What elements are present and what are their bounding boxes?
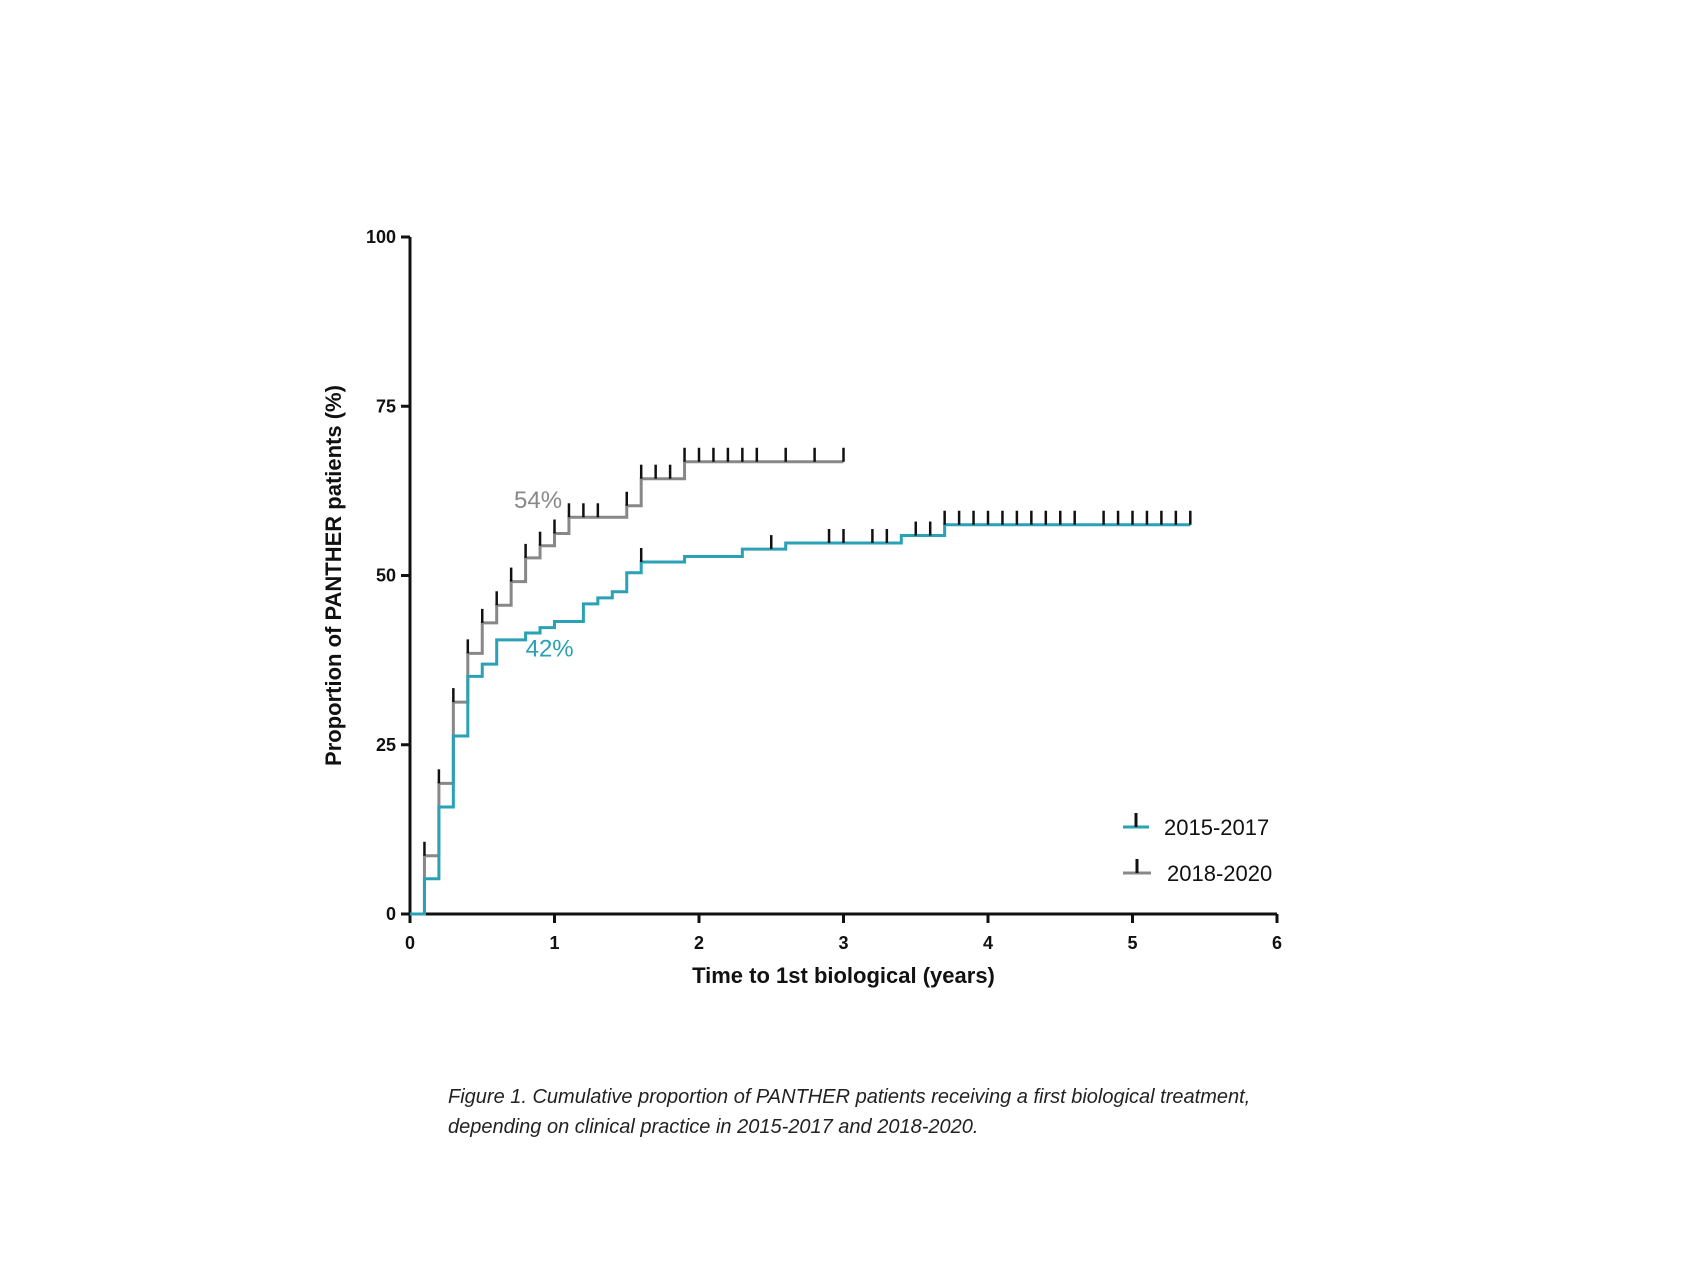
legend-item-2018-2020: 2018-2020: [1123, 859, 1272, 886]
ticks: 0 1 2 3 4 5 6 0 25 50 75 100: [366, 227, 1282, 953]
x-tick-label: 5: [1127, 933, 1137, 953]
x-tick-label: 6: [1272, 933, 1282, 953]
axes: [408, 237, 1277, 916]
series-layer: [410, 447, 1192, 916]
x-tick-label: 1: [549, 933, 559, 953]
annotation-label: 54%: [514, 487, 562, 514]
annotation-label: 42%: [526, 636, 574, 663]
x-tick-label: 2: [694, 933, 704, 953]
legend: 2015-2017 2018-2020: [1123, 813, 1272, 886]
legend-label-2018-2020: 2018-2020: [1167, 861, 1272, 886]
figure-caption: Figure 1. Cumulative proportion of PANTH…: [448, 1082, 1448, 1142]
x-tick-label: 4: [983, 933, 993, 953]
caption-line-2: depending on clinical practice in 2015-2…: [448, 1116, 979, 1138]
y-axis-title: Proportion of PANTHER patients (%): [321, 385, 346, 766]
x-tick-label: 0: [405, 933, 415, 953]
caption-line-1: Figure 1. Cumulative proportion of PANTH…: [448, 1086, 1251, 1108]
x-axis-title: Time to 1st biological (years): [692, 963, 995, 988]
y-tick-label: 0: [386, 904, 396, 924]
legend-item-2015-2017: 2015-2017: [1123, 813, 1269, 840]
y-tick-label: 100: [366, 227, 396, 247]
y-tick-label: 25: [376, 735, 396, 755]
series-line-2015-2017: [410, 523, 1191, 916]
annotations: 54% 42%: [514, 487, 574, 663]
legend-label-2015-2017: 2015-2017: [1164, 815, 1269, 840]
series-line-2018-2020: [410, 460, 844, 916]
y-tick-label: 75: [376, 396, 396, 416]
x-tick-label: 3: [838, 933, 848, 953]
y-tick-label: 50: [376, 566, 396, 586]
